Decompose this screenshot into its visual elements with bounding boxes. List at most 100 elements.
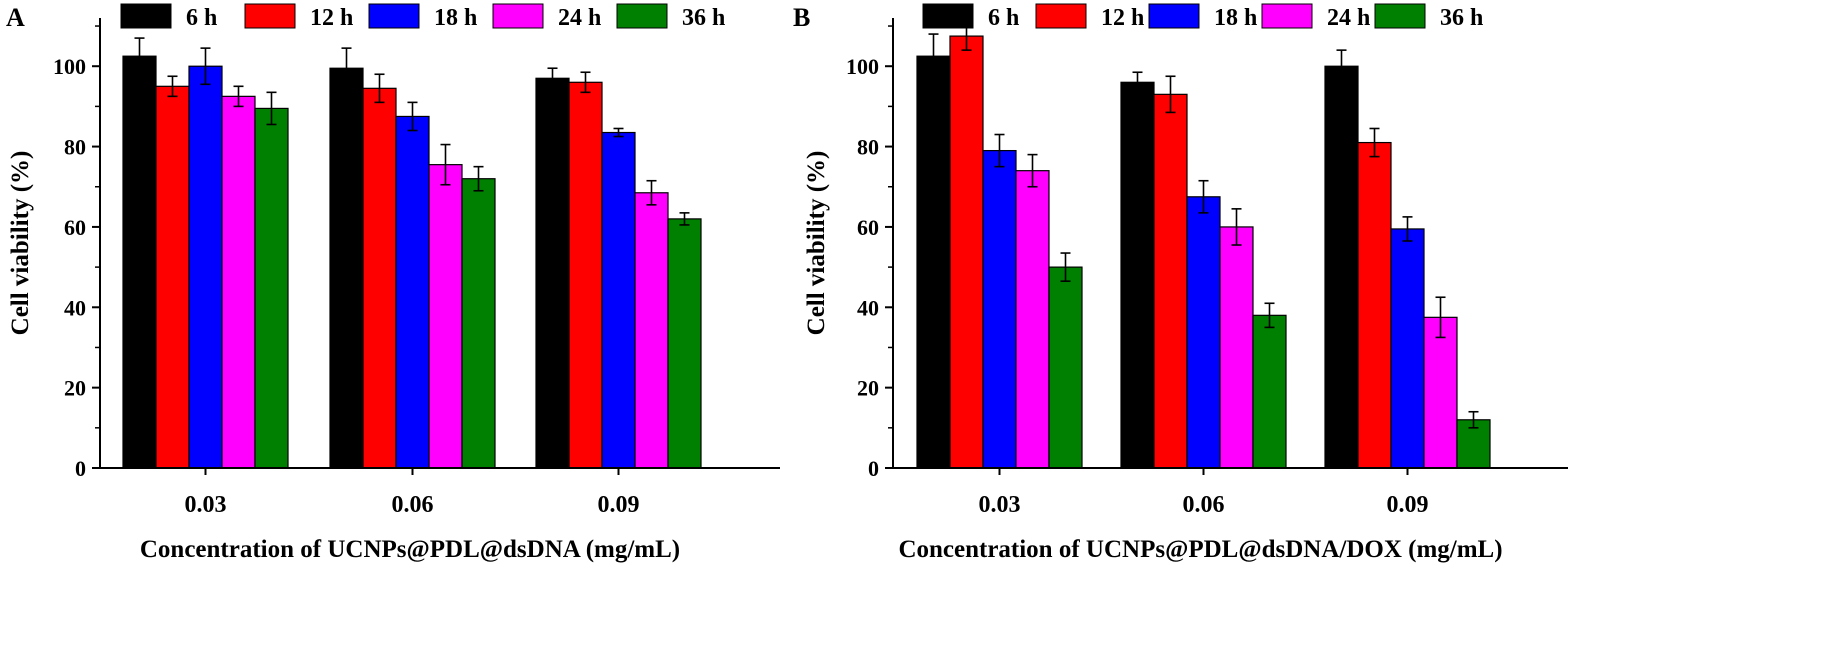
bar-6h-0.09: [1324, 65, 1359, 469]
bar-12h-0.09: [568, 81, 603, 469]
bar-18h-0.09: [1390, 228, 1425, 469]
error-bar: [266, 91, 277, 126]
legend-swatch: [1261, 3, 1313, 29]
error-bar: [1435, 296, 1446, 339]
y-tick-label: 60: [64, 215, 86, 240]
x-axis-title: Concentration of UCNPs@PDL@dsDNA (mg/mL): [140, 536, 680, 563]
bar-18h-0.09: [601, 131, 636, 469]
error-bar: [473, 165, 484, 192]
y-tick-label: 20: [64, 376, 86, 401]
bar-12h-0.03: [155, 85, 190, 469]
legend-swatch: [922, 3, 974, 29]
bar-18h-0.06: [1186, 196, 1221, 469]
error-bar: [341, 47, 352, 90]
error-bar: [1027, 153, 1038, 188]
legend-label: 6 h: [988, 5, 1019, 31]
bar-24h-0.03: [1015, 170, 1050, 469]
legend-label: 18 h: [434, 5, 477, 31]
error-bar: [1336, 49, 1347, 84]
legend-label: 6 h: [186, 5, 217, 31]
bar-36h-0.09: [667, 218, 702, 469]
bar-18h-0.03: [188, 65, 223, 469]
bar-24h-0.09: [1423, 316, 1458, 469]
error-bar: [374, 73, 385, 104]
error-bar: [679, 212, 690, 226]
bar-18h-0.06: [395, 115, 430, 469]
bar-6h-0.09: [535, 77, 570, 469]
y-tick-label: 40: [857, 295, 879, 320]
error-bar: [1402, 216, 1413, 242]
x-tick-label: 0.03: [979, 492, 1021, 518]
bar-6h-0.06: [1120, 81, 1155, 469]
bar-24h-0.09: [634, 192, 669, 469]
error-bar: [613, 127, 624, 138]
error-bar: [928, 33, 939, 80]
legend-swatch: [1035, 3, 1087, 29]
error-bar: [1369, 127, 1380, 158]
legend-swatch: [244, 3, 296, 29]
x-tick-label: 0.09: [598, 492, 640, 518]
legend-label: 18 h: [1214, 5, 1257, 31]
bar-36h-0.03: [1048, 266, 1083, 469]
bar-6h-0.03: [916, 55, 951, 469]
error-bar: [440, 143, 451, 186]
chart-panel-a: A 0 20 40 60 80 100 0.03 0.06 0.09 Concentration o…: [6, 3, 780, 563]
x-tick-label: 0.09: [1387, 492, 1429, 518]
y-tick-label: 0: [75, 456, 86, 481]
y-axis-title: Cell viability (%): [803, 151, 830, 336]
legend-swatch: [120, 3, 172, 29]
y-tick-label: 100: [846, 54, 879, 79]
error-bar: [1231, 208, 1242, 246]
error-bar: [233, 85, 244, 108]
error-bar: [1060, 252, 1071, 282]
bar-12h-0.09: [1357, 141, 1392, 469]
legend-label: 24 h: [558, 5, 601, 31]
x-axis-title: Concentration of UCNPs@PDL@dsDNA/DOX (mg…: [898, 536, 1502, 563]
bar-36h-0.06: [461, 178, 496, 469]
legend-swatch: [492, 3, 544, 29]
legend-label: 12 h: [1101, 5, 1144, 31]
error-bar: [407, 101, 418, 132]
y-tick-label: 60: [857, 215, 879, 240]
error-bar: [1132, 71, 1143, 94]
legend-label: 12 h: [310, 5, 353, 31]
legend-swatch: [1148, 3, 1200, 29]
x-tick-label: 0.06: [392, 492, 434, 518]
bar-12h-0.06: [362, 87, 397, 469]
x-tick-label: 0.06: [1183, 492, 1225, 518]
error-bar: [994, 133, 1005, 168]
error-bar: [547, 67, 558, 90]
legend-swatch: [1374, 3, 1426, 29]
bar-24h-0.06: [428, 164, 463, 469]
error-bar: [1468, 410, 1479, 429]
bar-6h-0.03: [122, 55, 157, 469]
legend-swatch: [616, 3, 668, 29]
error-bar: [200, 47, 211, 86]
y-tick-label: 0: [868, 456, 879, 481]
y-tick-label: 40: [64, 295, 86, 320]
y-tick-label: 20: [857, 376, 879, 401]
panel-label: B: [793, 3, 810, 32]
bar-6h-0.06: [329, 67, 364, 469]
error-bar: [1198, 179, 1209, 214]
x-tick-label: 0.03: [185, 492, 227, 518]
error-bar: [1264, 302, 1275, 329]
bar-24h-0.06: [1219, 226, 1254, 469]
y-tick-label: 80: [64, 135, 86, 160]
error-bar: [580, 71, 591, 94]
error-bar: [1165, 75, 1176, 114]
bar-24h-0.03: [221, 95, 256, 469]
legend-label: 36 h: [1440, 5, 1483, 31]
error-bar: [134, 37, 145, 76]
chart-panel-b: B 0 20 40 60 80 100 0.03 0.06 0.09 Concentration o…: [793, 3, 1568, 563]
panel-label: A: [6, 3, 25, 32]
bar-36h-0.06: [1252, 314, 1287, 469]
bar-18h-0.03: [982, 149, 1017, 469]
bar-12h-0.03: [949, 35, 984, 469]
bar-36h-0.03: [254, 107, 289, 469]
error-bar: [646, 179, 657, 206]
bar-12h-0.06: [1153, 93, 1188, 469]
y-tick-label: 100: [53, 54, 86, 79]
legend-swatch: [368, 3, 420, 29]
